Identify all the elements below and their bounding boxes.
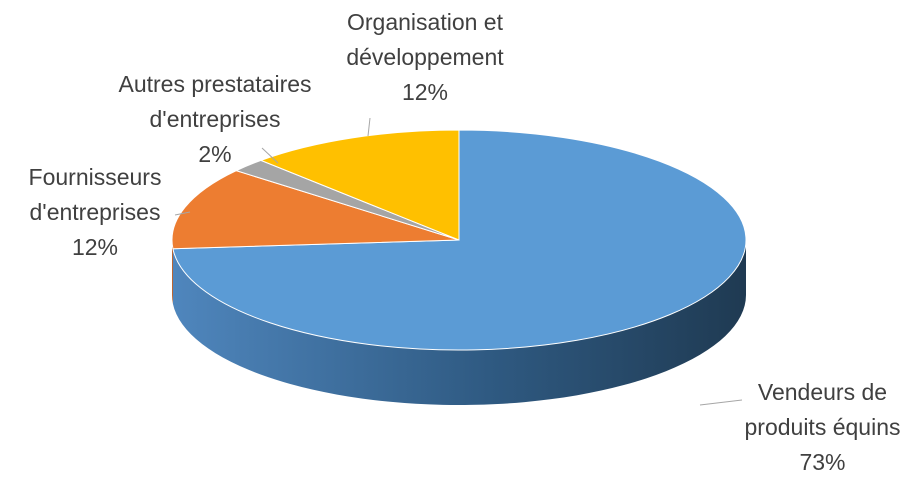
leader-line (367, 117, 371, 137)
pie-slice (171, 170, 460, 250)
category-label: Organisation et développement (346, 9, 504, 70)
category-label: Vendeurs de produits équins (744, 379, 901, 440)
leader-line (261, 147, 279, 164)
value-label: 2% (198, 141, 232, 167)
value-label: 12% (401, 79, 449, 105)
leader-line (699, 399, 743, 406)
value-label: 12% (71, 234, 119, 260)
value-label: 73% (799, 449, 846, 475)
data-label: Vendeurs de produits équins 73% (720, 375, 911, 480)
pie-side (172, 240, 746, 406)
leader-line (174, 211, 191, 216)
category-label: Fournisseurs d'entreprises (28, 164, 162, 225)
pie-slice (259, 129, 460, 241)
data-label: Fournisseurs d'entreprises 12% (5, 160, 185, 265)
data-label: Autres prestataires d'entreprises 2% (90, 67, 340, 172)
data-label: Organisation et développement 12% (320, 5, 530, 110)
pie-side (172, 240, 173, 304)
category-label: Autres prestataires d'entreprises (118, 71, 312, 132)
